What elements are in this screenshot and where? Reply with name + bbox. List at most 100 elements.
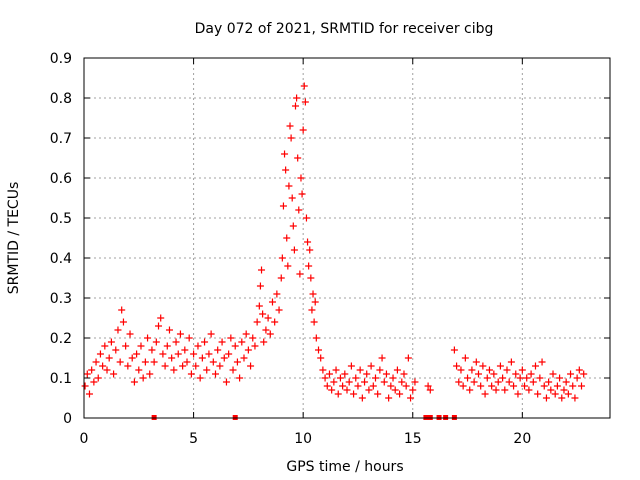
x-tick-label: 20	[513, 431, 531, 447]
data-point	[553, 382, 561, 390]
data-point	[312, 334, 320, 342]
data-point	[283, 234, 291, 242]
data-point	[165, 326, 173, 334]
data-point	[307, 274, 315, 282]
data-point	[128, 354, 136, 362]
data-point	[304, 238, 312, 246]
data-point	[88, 366, 96, 374]
data-point	[319, 366, 327, 374]
data-point	[507, 358, 515, 366]
data-point	[490, 370, 498, 378]
data-point	[122, 342, 130, 350]
data-point	[124, 362, 132, 370]
data-point	[492, 386, 500, 394]
data-point	[501, 386, 509, 394]
y-tick-label: 0.4	[50, 251, 72, 267]
data-point	[464, 374, 472, 382]
data-point	[472, 358, 480, 366]
data-point	[126, 330, 134, 338]
data-point	[146, 370, 154, 378]
data-point	[286, 122, 294, 130]
data-point	[157, 314, 165, 322]
data-point	[282, 166, 290, 174]
data-point	[159, 350, 167, 358]
data-point	[260, 338, 268, 346]
data-point	[135, 366, 143, 374]
data-point	[315, 346, 323, 354]
data-point	[196, 374, 204, 382]
data-point	[116, 358, 124, 366]
data-point	[214, 346, 222, 354]
x-tick-label: 5	[189, 431, 198, 447]
data-point	[569, 382, 577, 390]
data-point	[119, 318, 127, 326]
data-point	[367, 362, 375, 370]
data-point	[308, 306, 316, 314]
data-point	[101, 342, 109, 350]
data-point	[347, 362, 355, 370]
data-point	[207, 330, 215, 338]
plot-frame	[83, 57, 611, 419]
data-point	[302, 214, 310, 222]
data-point	[218, 338, 226, 346]
data-point	[332, 366, 340, 374]
data-point	[547, 386, 555, 394]
data-point	[396, 390, 404, 398]
data-point	[571, 394, 579, 402]
x-axis-label: GPS time / hours	[286, 459, 403, 475]
data-point	[275, 306, 283, 314]
data-point	[518, 366, 526, 374]
data-point	[409, 386, 417, 394]
data-point	[242, 330, 250, 338]
y-tick-label: 0.8	[50, 91, 72, 107]
data-point	[110, 370, 118, 378]
data-point	[85, 390, 93, 398]
data-point	[284, 262, 292, 270]
data-point	[266, 330, 274, 338]
data-point	[545, 378, 553, 386]
data-point	[220, 354, 228, 362]
data-point	[249, 334, 257, 342]
data-point	[179, 362, 187, 370]
data-point	[538, 358, 546, 366]
data-point	[378, 354, 386, 362]
data-point	[481, 390, 489, 398]
data-point	[222, 378, 230, 386]
data-point	[345, 378, 353, 386]
data-point	[238, 338, 246, 346]
data-point	[92, 358, 100, 366]
data-point	[328, 386, 336, 394]
data-point	[170, 366, 178, 374]
data-point	[466, 386, 474, 394]
data-point	[542, 394, 550, 402]
data-point	[141, 358, 149, 366]
data-points	[81, 82, 588, 402]
data-point	[247, 362, 255, 370]
data-point	[231, 342, 239, 350]
data-point	[424, 382, 432, 390]
axis-ticks: 0 0.1 0.2 0.3 0.4 0.5 0.6 0.7 0.8 0.9 0 5 10 15 20	[50, 51, 610, 447]
data-point	[105, 354, 113, 362]
data-point	[411, 378, 419, 386]
data-point	[258, 266, 266, 274]
data-point	[404, 354, 412, 362]
data-point	[510, 382, 518, 390]
data-point	[354, 382, 362, 390]
data-point	[374, 390, 382, 398]
data-point	[479, 362, 487, 370]
data-point	[309, 290, 317, 298]
data-point	[271, 318, 279, 326]
data-point	[155, 322, 163, 330]
data-point	[317, 354, 325, 362]
data-point	[459, 382, 467, 390]
data-point	[389, 374, 397, 382]
data-point	[192, 362, 200, 370]
data-point	[450, 346, 458, 354]
y-tick-label: 0.5	[50, 211, 72, 227]
data-point	[352, 374, 360, 382]
data-point	[525, 386, 533, 394]
data-point	[365, 386, 373, 394]
data-point	[139, 374, 147, 382]
data-point	[402, 382, 410, 390]
